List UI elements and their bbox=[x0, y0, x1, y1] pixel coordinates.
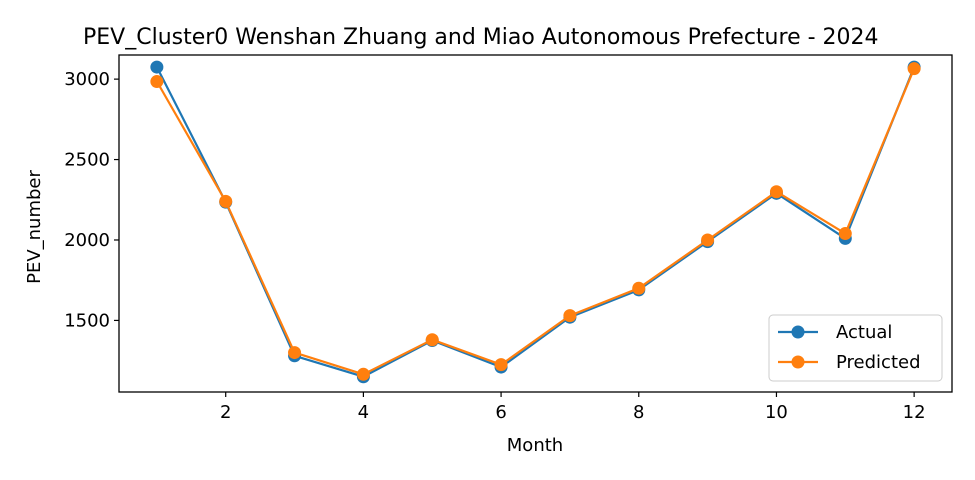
series-line-predicted bbox=[155, 68, 916, 376]
data-point-predicted bbox=[150, 75, 164, 89]
data-point-predicted bbox=[838, 227, 852, 241]
x-tick-label: 10 bbox=[765, 402, 788, 423]
data-point-actual bbox=[150, 60, 164, 74]
plot-area-frame bbox=[118, 54, 953, 393]
y-axis-label: PEV_number bbox=[24, 170, 45, 284]
data-point-predicted bbox=[356, 367, 370, 381]
y-tick-label: 2000 bbox=[64, 230, 110, 251]
legend: Actual Predicted bbox=[768, 314, 943, 382]
data-point-predicted bbox=[907, 62, 921, 76]
legend-marker-actual bbox=[791, 325, 805, 339]
x-tick-label: 8 bbox=[633, 402, 644, 423]
data-point-predicted bbox=[288, 346, 302, 360]
series-layer bbox=[150, 60, 921, 384]
y-tick-label: 3000 bbox=[64, 69, 110, 90]
x-axis-label: Month bbox=[507, 435, 563, 456]
legend-label-actual: Actual bbox=[836, 322, 892, 343]
data-point-predicted bbox=[632, 281, 646, 295]
y-tick-label: 1500 bbox=[64, 310, 110, 331]
x-axis: 2 4 6 8 10 12 bbox=[220, 392, 926, 423]
data-point-predicted bbox=[769, 185, 783, 199]
data-point-predicted bbox=[219, 194, 233, 208]
x-tick-label: 4 bbox=[358, 402, 369, 423]
x-tick-label: 6 bbox=[495, 402, 506, 423]
x-tick-label: 12 bbox=[903, 402, 926, 423]
y-tick-label: 2500 bbox=[64, 150, 110, 171]
data-point-predicted bbox=[701, 233, 715, 247]
series-line-actual bbox=[155, 66, 916, 378]
legend-marker-predicted bbox=[791, 355, 805, 369]
data-point-predicted bbox=[425, 333, 439, 347]
y-axis: 1500 2000 2500 3000 bbox=[64, 69, 119, 331]
data-point-predicted bbox=[494, 358, 508, 372]
data-point-predicted bbox=[563, 309, 577, 323]
legend-label-predicted: Predicted bbox=[836, 352, 921, 373]
x-tick-label: 2 bbox=[220, 402, 231, 423]
series-predicted bbox=[150, 62, 921, 381]
chart-title: PEV_Cluster0 Wenshan Zhuang and Miao Aut… bbox=[83, 25, 879, 50]
